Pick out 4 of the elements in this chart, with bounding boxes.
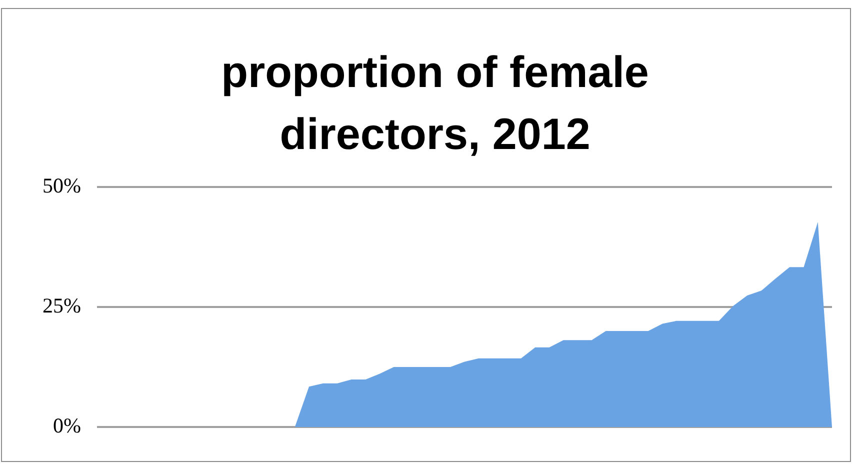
y-tick-label: 25%: [42, 294, 81, 318]
chart-title: proportion of female directors, 2012: [221, 48, 649, 159]
y-tick-label: 0%: [53, 414, 81, 438]
y-tick-label: 50%: [42, 174, 81, 198]
